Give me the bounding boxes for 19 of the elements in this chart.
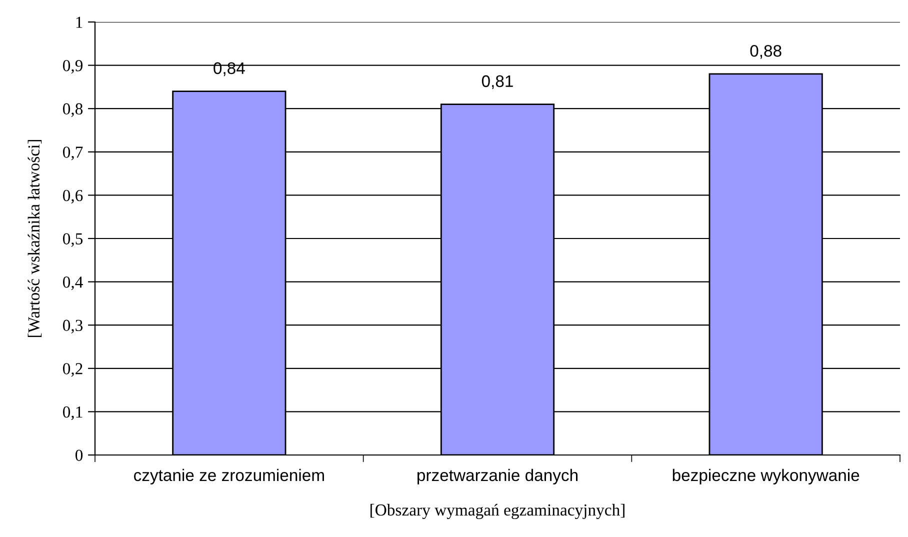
data-label: 0,88 [750, 44, 782, 59]
y-tick-label: 0,2 [62, 363, 82, 377]
data-label: 0,81 [482, 75, 513, 90]
x-axis-title: [Obszary wymagań egzaminacyjnych] [370, 504, 624, 520]
y-tick-label: 1 [76, 16, 82, 28]
y-tick-label: 0,9 [62, 60, 83, 74]
y-tick-label: 0 [75, 450, 83, 461]
y-tick-label: 0,6 [62, 190, 83, 204]
y-tick-label: 0,1 [62, 406, 82, 420]
data-label: 0,84 [214, 62, 245, 76]
x-tick-label: przetwarzanie danych [418, 468, 578, 484]
y-axis-title: [Wartość wskaźnika łatwości] [28, 140, 42, 338]
x-tick-label: czytanie ze zrozumieniem [134, 468, 324, 484]
y-tick-label: 0,8 [62, 103, 83, 117]
x-tick-label: bezpieczne wykonywanie [672, 468, 860, 484]
y-tick-label: 0,4 [62, 276, 83, 290]
y-tick-label: 0,5 [62, 233, 83, 247]
y-tick-label: 0,7 [62, 146, 83, 160]
y-tick-label: 0,3 [62, 320, 83, 334]
